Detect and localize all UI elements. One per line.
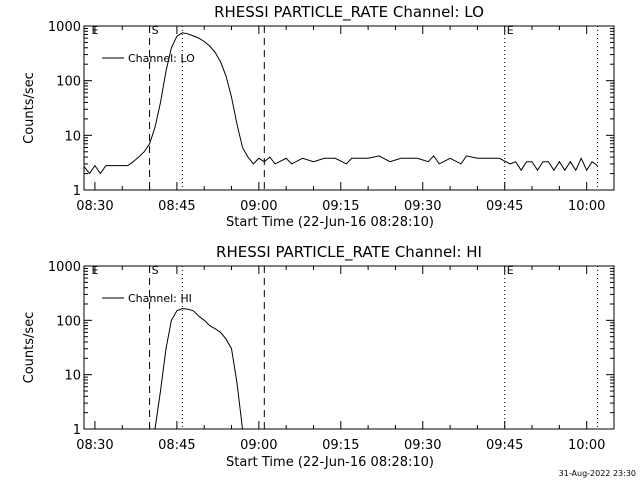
x-tick-label: 09:30 (404, 438, 441, 453)
x-tick-label: 10:00 (568, 438, 605, 453)
y-tick-label: 1000 (48, 20, 81, 35)
time-marker-label: E (507, 264, 514, 277)
y-tick-label: 1 (73, 184, 81, 199)
time-marker-label: S (152, 264, 159, 277)
x-tick-label: 09:15 (322, 438, 359, 453)
time-marker-label: S (152, 24, 159, 37)
legend-label: Channel: LO (128, 52, 195, 65)
x-tick-label: 08:30 (76, 438, 113, 453)
legend-label: Channel: HI (128, 292, 192, 305)
time-marker-label: E (91, 264, 98, 277)
series-line-0 (154, 307, 243, 430)
y-axis-label: Counts/sec (22, 312, 37, 384)
x-tick-label: 09:45 (486, 199, 523, 214)
x-tick-label: 08:45 (158, 199, 195, 214)
time-marker-label: E (507, 24, 514, 37)
x-tick-label: 09:30 (404, 199, 441, 214)
time-marker-label: E (91, 24, 98, 37)
x-tick-label: 09:15 (322, 199, 359, 214)
y-tick-label: 1000 (48, 260, 81, 275)
x-tick-label: 10:00 (568, 199, 605, 214)
y-tick-label: 10 (64, 129, 81, 144)
x-axis-label: Start Time (22-Jun-16 08:28:10) (226, 215, 434, 230)
chart-title: RHESSI PARTICLE_RATE Channel: HI (216, 243, 482, 262)
y-tick-label: 1 (73, 423, 81, 438)
y-tick-label: 10 (64, 369, 81, 384)
chart-title: RHESSI PARTICLE_RATE Channel: LO (214, 3, 484, 22)
x-tick-label: 08:30 (76, 199, 113, 214)
series-line-0 (83, 32, 598, 175)
x-axis-label: Start Time (22-Jun-16 08:28:10) (226, 455, 434, 470)
y-tick-label: 100 (56, 75, 81, 90)
y-axis-label: Counts/sec (22, 72, 37, 144)
y-tick-label: 100 (56, 314, 81, 329)
plot-frame (83, 265, 615, 430)
x-tick-label: 09:45 (486, 438, 523, 453)
plot-frame (83, 25, 615, 191)
x-tick-label: 09:00 (240, 438, 277, 453)
x-tick-label: 08:45 (158, 438, 195, 453)
x-tick-label: 09:00 (240, 199, 277, 214)
timestamp-label: 31-Aug-2022 23:30 (559, 469, 636, 478)
